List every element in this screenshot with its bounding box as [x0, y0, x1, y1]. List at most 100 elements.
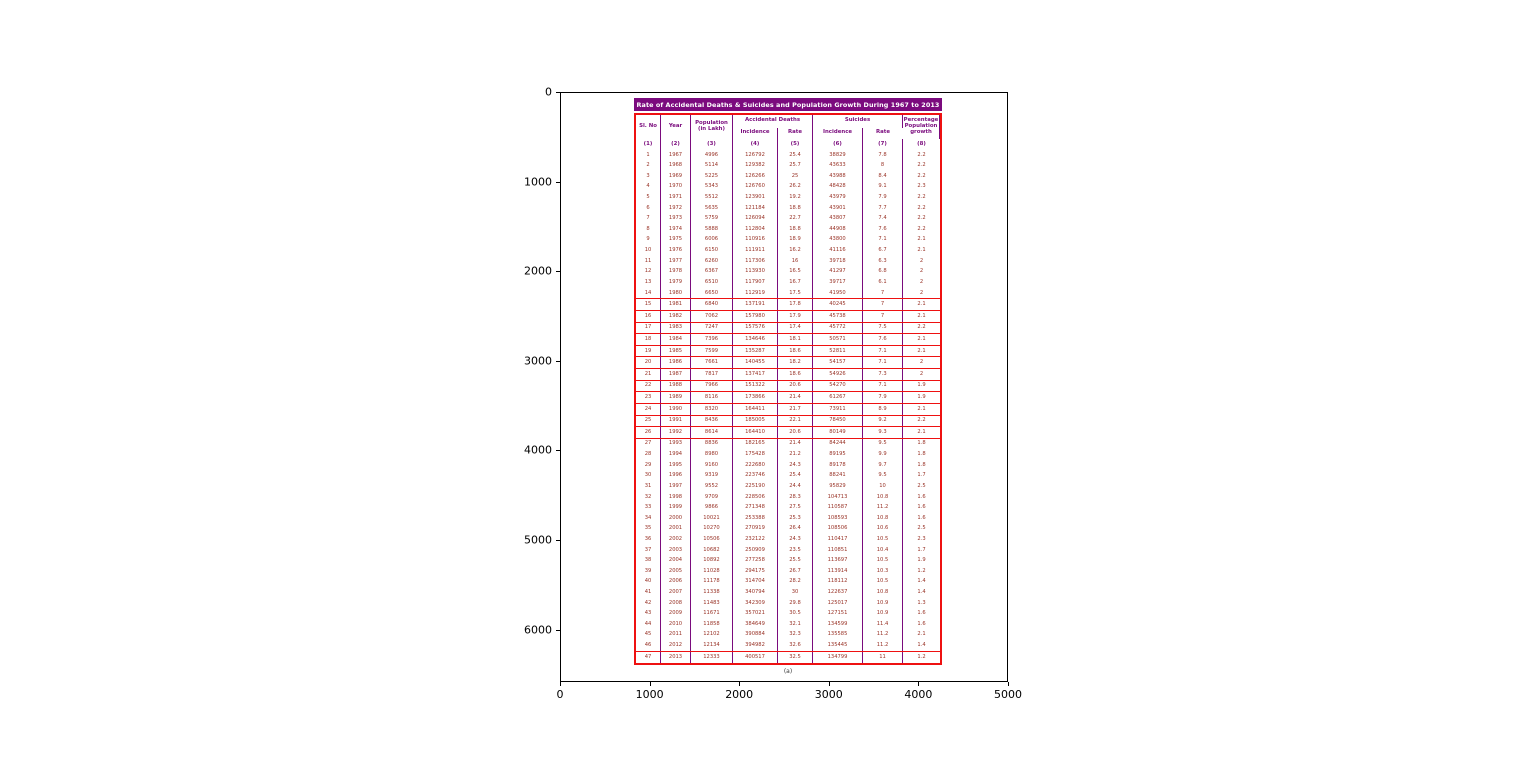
table-cell: 10.9	[863, 608, 903, 620]
table-cell: 54157	[813, 357, 863, 369]
table-cell: 1999	[661, 502, 691, 514]
table-cell: 151322	[733, 380, 778, 392]
table-row: 31 1997 9552 225190 24.4 95829 10 2.5	[636, 481, 940, 492]
table-cell: 2.1	[917, 312, 926, 319]
table-cell: 28.2	[778, 576, 813, 588]
table-cell: 277258	[733, 555, 778, 567]
table-cell: 39717	[813, 277, 863, 288]
table-cell: 95829	[813, 481, 863, 492]
table-cell: 5888	[691, 224, 733, 235]
col-group-accidental-deaths: Accidental Deaths	[733, 114, 813, 128]
table-cell: 2.2	[917, 417, 926, 424]
table-cell: 7.4	[863, 213, 903, 225]
table-cell: 2003	[661, 544, 691, 556]
table-cell: 8	[863, 160, 903, 172]
table-cell: 39	[636, 566, 661, 577]
table-cell: 1.4	[917, 588, 926, 595]
column-number-cell: (3)	[691, 138, 733, 150]
table-cell: 45	[636, 629, 661, 641]
table-cell: 7.6	[863, 224, 903, 235]
table-cell: 12102	[691, 629, 733, 641]
table-cell: 1.6	[917, 493, 926, 500]
table-cell: 6	[636, 202, 661, 214]
table-cell: 45738	[813, 311, 863, 322]
table-cell: 19.2	[778, 192, 813, 203]
table-cell: 1992	[661, 427, 691, 438]
table-cell: 10021	[691, 513, 733, 524]
table-cell: 39718	[813, 256, 863, 267]
table-cell: 9552	[691, 481, 733, 492]
table-cell: 108593	[813, 513, 863, 524]
table-cell: 7.1	[863, 345, 903, 357]
table-cell: 7.9	[863, 192, 903, 203]
table-row: 45 2011 12102 390884 32.3 135585 11.2 2.1	[636, 629, 940, 641]
table-row: 1 1967 4996 126792 25.4 38829 7.8 2.2	[636, 149, 940, 161]
table-cell: 1981	[661, 299, 691, 311]
table-cell: 1984	[661, 334, 691, 345]
table-cell: 1990	[661, 403, 691, 415]
table-cell: 10.8	[863, 513, 903, 524]
y-axis-tick	[556, 360, 560, 362]
table-cell: 1989	[661, 392, 691, 403]
table-row: 9 1975 6006 110916 18.9 43800 7.1 2.1	[636, 234, 940, 246]
table-cell: 43	[636, 608, 661, 620]
table-cell: 2.2	[917, 225, 926, 232]
table-cell: 129382	[733, 160, 778, 172]
table-cell: 10	[863, 481, 903, 492]
table-cell: 1991	[661, 415, 691, 427]
table-cell: 32.6	[778, 640, 813, 651]
table-cell: 80149	[813, 427, 863, 438]
table-cell: 1.6	[917, 620, 926, 627]
table-header-row: Sl. No Year Population (in Lakh) Acciden…	[636, 114, 940, 139]
table-cell: 21.4	[778, 392, 813, 403]
table-cell: 253388	[733, 513, 778, 524]
col-header-sl-no: Sl. No	[636, 114, 661, 139]
table-cell: 2007	[661, 587, 691, 598]
y-axis-tick-label: 3000	[524, 354, 552, 368]
table-row: 42 2008 11483 342309 29.8 125017 10.9 1.3	[636, 597, 940, 609]
table-cell: 5225	[691, 171, 733, 182]
table-cell: 2005	[661, 566, 691, 577]
table-cell: 8320	[691, 403, 733, 415]
table-cell: 2012	[661, 640, 691, 651]
table-cell: 26.2	[778, 181, 813, 193]
table-cell: 6.8	[863, 266, 903, 278]
table-cell: 6260	[691, 256, 733, 267]
table-cell: 9160	[691, 459, 733, 471]
x-axis-tick-label: 4000	[904, 688, 933, 701]
table-cell: 37	[636, 544, 661, 556]
table-cell: 22.1	[778, 415, 813, 427]
table-row: 24 1990 8320 164411 21.7 73911 8.9 2.1	[636, 403, 940, 416]
table-cell: 2013	[661, 651, 691, 663]
table-cell: 2.2	[917, 151, 926, 158]
table-cell: 1994	[661, 449, 691, 460]
column-number-cell: (6)	[813, 138, 863, 150]
table-cell: 18.6	[778, 369, 813, 380]
table-cell: 9.5	[863, 470, 903, 482]
table-cell: 1967	[661, 149, 691, 161]
table-cell: 8836	[691, 438, 733, 450]
table-cell: 250909	[733, 544, 778, 556]
table-cell: 135585	[813, 629, 863, 641]
table-cell: 2	[919, 268, 924, 275]
col-group-suicides: Suicides	[813, 114, 903, 128]
table-cell: 7396	[691, 334, 733, 345]
table-cell: 1972	[661, 202, 691, 214]
table-cell: 38829	[813, 149, 863, 161]
table-cell: 61267	[813, 392, 863, 403]
table-cell: 29.8	[778, 597, 813, 609]
table-row: 16 1982 7062 157980 17.9 45738 7 2.1	[636, 311, 940, 323]
table-row: 4 1970 5343 126760 26.2 48428 9.1 2.3	[636, 181, 940, 193]
table-cell: 40	[636, 576, 661, 588]
table-cell: 27.5	[778, 502, 813, 514]
table-cell: 2	[919, 370, 924, 377]
table-cell: 10270	[691, 523, 733, 535]
table-cell: 110587	[813, 502, 863, 514]
table-row: 23 1989 8116 173866 21.4 61267 7.9 1.9	[636, 392, 940, 404]
table-row: 25 1991 8436 185005 22.1 78450 9.2 2.2	[636, 415, 940, 428]
table-cell: 5635	[691, 202, 733, 214]
table-cell: 390884	[733, 629, 778, 641]
table-cell: 2.5	[917, 525, 926, 532]
table-cell: 89178	[813, 459, 863, 471]
